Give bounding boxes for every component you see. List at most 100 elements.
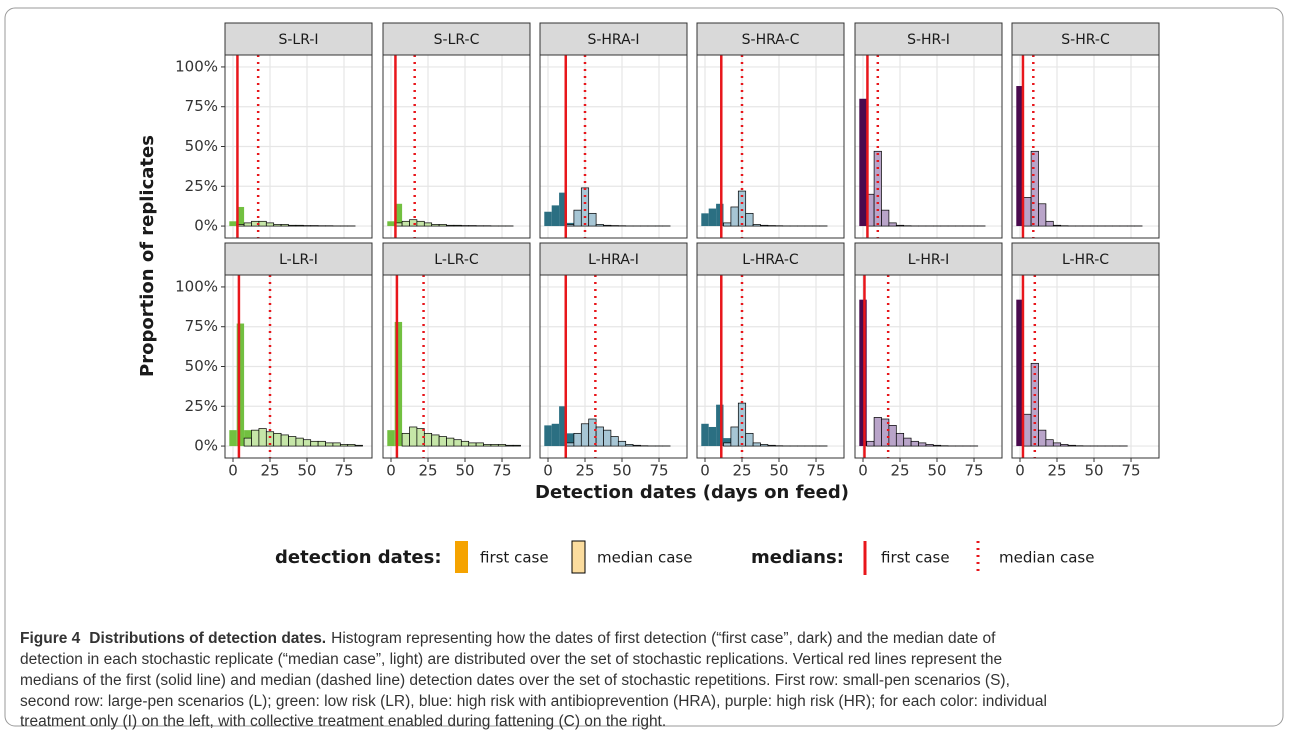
median-case-bar bbox=[580, 423, 590, 447]
strip bbox=[539, 22, 688, 56]
x-tick-label: 75 bbox=[492, 462, 511, 480]
panel-title: L-HR-C bbox=[1062, 252, 1109, 268]
caption-line: treatment only (I) on the left, with col… bbox=[20, 713, 666, 730]
panel-border bbox=[382, 274, 531, 459]
first-case-bar bbox=[566, 433, 574, 447]
median-case-bar bbox=[423, 222, 433, 227]
median-case-bar bbox=[603, 224, 612, 227]
median-case-bar bbox=[737, 190, 747, 227]
median-case-bar bbox=[752, 224, 761, 227]
first-case-bar bbox=[236, 206, 245, 227]
caption-title: Distributions of detection dates. bbox=[89, 630, 326, 647]
median-case-bar bbox=[1052, 224, 1062, 227]
y-tick-label: 0% bbox=[194, 217, 218, 235]
median-case-bar bbox=[1030, 362, 1039, 447]
median-case-bar bbox=[745, 432, 754, 447]
median-case-bar bbox=[468, 442, 477, 447]
panel-title: L-HR-I bbox=[908, 252, 949, 268]
median-case-bar bbox=[475, 442, 484, 447]
strip bbox=[696, 242, 845, 276]
panel-border bbox=[1011, 274, 1160, 459]
median-case-bar bbox=[1060, 444, 1069, 447]
caption-line: Figure 4 Distributions of detection dates… bbox=[20, 630, 996, 647]
x-tick-label: 25 bbox=[732, 462, 751, 480]
caption-line: medians of the first (solid line) and me… bbox=[20, 672, 1010, 689]
x-tick-label: 50 bbox=[455, 462, 474, 480]
y-tick-label: 75% bbox=[185, 97, 218, 115]
x-tick-label: 25 bbox=[575, 462, 594, 480]
x-tick-label: 25 bbox=[1047, 462, 1066, 480]
y-tick-label: 0% bbox=[194, 437, 218, 455]
first-case-bar bbox=[551, 423, 560, 447]
x-tick-label: 25 bbox=[260, 462, 279, 480]
panel-title: L-LR-C bbox=[434, 252, 479, 268]
median-case-bar bbox=[273, 224, 282, 227]
median-case-bar bbox=[895, 432, 905, 447]
median-case-bar bbox=[497, 444, 507, 447]
first-case-bar bbox=[701, 213, 709, 227]
legend-label: first case bbox=[881, 549, 950, 567]
x-tick-label: 75 bbox=[334, 462, 353, 480]
y-tick-label: 100% bbox=[175, 57, 218, 75]
median-case-bar bbox=[1045, 220, 1054, 227]
first-case-bar bbox=[544, 425, 552, 447]
x-tick-label: 75 bbox=[806, 462, 825, 480]
median-case-bar bbox=[483, 444, 492, 447]
median-case-bar bbox=[723, 222, 732, 227]
median-case-bar bbox=[895, 224, 905, 227]
legend-label: first case bbox=[480, 549, 549, 567]
median-case-bar bbox=[745, 212, 754, 227]
median-case-bar bbox=[595, 224, 604, 227]
x-tick-label: 75 bbox=[1121, 462, 1140, 480]
median-case-bar bbox=[767, 444, 776, 447]
median-case-bar bbox=[730, 206, 739, 227]
caption-text: Histogram representing how the dates of … bbox=[331, 630, 996, 647]
panel-border bbox=[224, 54, 373, 239]
median-case-bar bbox=[881, 209, 890, 227]
panel-title: S-HR-C bbox=[1061, 32, 1110, 48]
x-tick-label: 0 bbox=[386, 462, 396, 480]
median-case-bar bbox=[610, 436, 619, 447]
first-case-bar bbox=[551, 205, 560, 227]
x-tick-label: 0 bbox=[858, 462, 868, 480]
median-case-bar bbox=[1052, 442, 1062, 447]
median-case-bar bbox=[760, 224, 769, 227]
median-case-bar bbox=[251, 429, 260, 447]
median-case-bar bbox=[280, 224, 289, 227]
median-case-bar bbox=[1030, 150, 1039, 227]
legend-key bbox=[571, 540, 586, 574]
strip bbox=[539, 242, 688, 276]
strip bbox=[696, 22, 845, 56]
first-case-bar bbox=[229, 221, 237, 227]
median-case-bar bbox=[1067, 444, 1076, 447]
median-case-bar bbox=[632, 444, 641, 447]
y-tick-label: 75% bbox=[185, 317, 218, 335]
median-case-bar bbox=[438, 436, 447, 447]
caption-label: Figure 4 bbox=[20, 630, 81, 647]
median-case-bar bbox=[409, 219, 418, 227]
median-case-bar bbox=[423, 432, 433, 447]
y-tick-label: 50% bbox=[185, 137, 218, 155]
y-axis-label: Proportion of replicates bbox=[137, 135, 158, 377]
figure-border bbox=[4, 7, 1284, 727]
panel-title: L-HRA-I bbox=[588, 252, 639, 268]
median-case-bar bbox=[910, 440, 919, 447]
median-case-bar bbox=[595, 426, 604, 447]
x-tick-label: 0 bbox=[543, 462, 553, 480]
caption-line: second row: large-pen scenarios (L); gre… bbox=[20, 693, 1047, 710]
median-case-bar bbox=[431, 224, 440, 227]
strip bbox=[1011, 242, 1160, 276]
x-tick-label: 50 bbox=[297, 462, 316, 480]
panel-title: S-LR-C bbox=[434, 32, 480, 48]
median-case-bar bbox=[265, 222, 275, 227]
median-case-bar bbox=[730, 426, 739, 447]
median-case-bar bbox=[1045, 439, 1054, 447]
median-case-bar bbox=[580, 187, 590, 227]
median-case-bar bbox=[932, 444, 942, 447]
median-case-bar bbox=[625, 444, 634, 447]
median-case-bar bbox=[354, 444, 363, 447]
panel-border bbox=[854, 54, 1003, 239]
median-case-bar bbox=[752, 442, 761, 447]
